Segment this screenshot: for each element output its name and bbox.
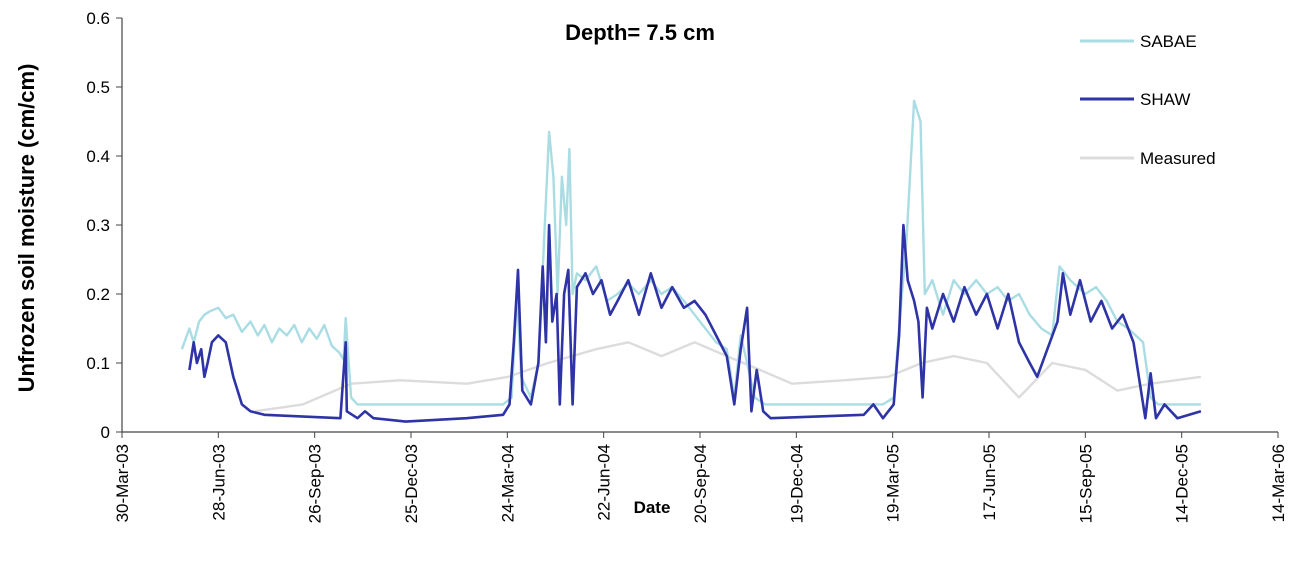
- y-tick-label: 0.1: [86, 354, 110, 373]
- x-tick-label: 24-Mar-04: [498, 444, 517, 522]
- chart-title: Depth= 7.5 cm: [565, 20, 715, 45]
- x-tick-label: 19-Mar-05: [884, 444, 903, 522]
- x-tick-label: 28-Jun-03: [209, 444, 228, 521]
- legend-label-measured: Measured: [1140, 149, 1216, 168]
- x-tick-label: 14-Mar-06: [1269, 444, 1288, 522]
- x-tick-label: 15-Sep-05: [1076, 444, 1095, 523]
- x-tick-label: 26-Sep-03: [306, 444, 325, 523]
- y-axis: [116, 17, 123, 433]
- x-tick-label: 20-Sep-04: [691, 444, 710, 523]
- x-tick-label: 30-Mar-03: [113, 444, 132, 522]
- x-tick-labels: 30-Mar-03 28-Jun-03 26-Sep-03 25-Dec-03 24-M…: [113, 444, 1288, 523]
- x-tick-label: 22-Jun-04: [595, 444, 614, 521]
- y-axis-title: Unfrozen soil moisture (cm/cm): [14, 64, 39, 393]
- x-tick-label: 19-Dec-04: [787, 444, 806, 523]
- y-tick-label: 0.3: [86, 216, 110, 235]
- legend-label-sabae: SABAE: [1140, 32, 1197, 51]
- y-tick-label: 0.5: [86, 78, 110, 97]
- y-tick-label: 0: [101, 423, 110, 442]
- legend-label-shaw: SHAW: [1140, 90, 1190, 109]
- series-line-sabae: [180, 99, 1201, 406]
- y-tick-label: 0.6: [86, 9, 110, 28]
- x-axis: [121, 431, 1279, 438]
- series-layer: [180, 99, 1202, 423]
- series-line-measured: [254, 341, 1202, 413]
- y-tick-label: 0.4: [86, 147, 110, 166]
- y-tick-label: 0.2: [86, 285, 110, 304]
- legend: SABAE SHAW Measured: [1080, 32, 1216, 168]
- x-tick-label: 17-Jun-05: [980, 444, 999, 521]
- series-line-shaw: [188, 223, 1202, 423]
- x-axis-title: Date: [634, 498, 671, 517]
- y-tick-labels: 0 0.1 0.2 0.3 0.4 0.5 0.6: [86, 9, 110, 442]
- x-tick-label: 25-Dec-03: [402, 444, 421, 523]
- x-tick-label: 14-Dec-05: [1173, 444, 1192, 523]
